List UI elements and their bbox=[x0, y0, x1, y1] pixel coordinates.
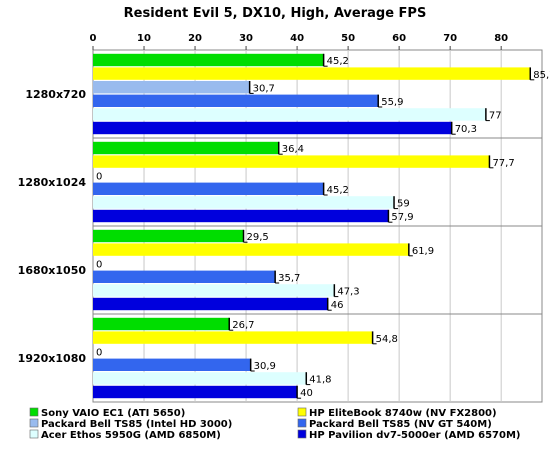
category-label: 1680x1050 bbox=[18, 264, 87, 277]
legend-label: HP Pavilion dv7-5000er (AMD 6570M) bbox=[309, 430, 520, 441]
data-label: 45,2 bbox=[327, 56, 349, 67]
data-label: 77 bbox=[489, 111, 502, 122]
bar bbox=[93, 331, 373, 344]
bar bbox=[93, 229, 244, 243]
bar bbox=[93, 53, 324, 67]
legend-label: Acer Ethos 5950G (AMD 6850M) bbox=[41, 430, 221, 441]
x-tick-label: 10 bbox=[137, 33, 151, 44]
data-label: 0 bbox=[96, 347, 102, 358]
bar bbox=[93, 297, 328, 311]
bar bbox=[93, 243, 409, 256]
legend-swatch bbox=[297, 407, 307, 417]
bar bbox=[93, 209, 389, 223]
data-label: 29,5 bbox=[247, 232, 269, 243]
legend-swatch bbox=[29, 429, 39, 439]
bar bbox=[93, 317, 230, 331]
category-label: 1920x1080 bbox=[18, 352, 87, 365]
legend-label: Sony VAIO EC1 (ATI 5650) bbox=[41, 408, 185, 419]
data-label: 57,9 bbox=[391, 212, 413, 223]
category-label: 1280x1024 bbox=[18, 176, 87, 189]
data-label: 45,2 bbox=[327, 185, 349, 196]
data-label: 30,9 bbox=[254, 361, 276, 372]
data-label: 26,7 bbox=[232, 320, 254, 331]
chart-title: Resident Evil 5, DX10, High, Average FPS bbox=[124, 6, 427, 21]
bar bbox=[93, 121, 452, 135]
data-label: 70,3 bbox=[455, 124, 477, 135]
x-tick-label: 30 bbox=[239, 33, 253, 44]
data-label: 0 bbox=[96, 171, 102, 182]
data-label: 36,4 bbox=[282, 144, 304, 155]
category-label: 1280x720 bbox=[25, 88, 86, 101]
x-tick-label: 70 bbox=[443, 33, 457, 44]
data-label: 54,8 bbox=[376, 334, 398, 345]
legend-label: Packard Bell TS85 (Intel HD 3000) bbox=[41, 419, 232, 430]
data-label: 0 bbox=[96, 259, 102, 270]
x-tick-label: 60 bbox=[392, 33, 406, 44]
legend-label: Packard Bell TS85 (NV GT 540M) bbox=[309, 419, 492, 430]
bar bbox=[93, 270, 276, 283]
bar bbox=[93, 81, 250, 94]
data-label: 85,7 bbox=[533, 70, 550, 81]
bar bbox=[93, 196, 395, 209]
data-label: 77,7 bbox=[492, 158, 514, 169]
legend-swatch bbox=[29, 418, 39, 428]
bar bbox=[93, 284, 335, 297]
bar bbox=[93, 108, 486, 121]
data-label: 35,7 bbox=[278, 273, 300, 284]
data-label: 41,8 bbox=[309, 375, 331, 386]
x-tick-label: 40 bbox=[290, 33, 304, 44]
legend: Sony VAIO EC1 (ATI 5650) HP EliteBook 874… bbox=[29, 407, 520, 441]
bar bbox=[93, 182, 324, 195]
data-label: 59 bbox=[397, 199, 410, 210]
bar bbox=[93, 358, 251, 371]
plot-area: 0 10 20 30 40 50 60 70 80 1280x720 45,2 85,7 30,7 55,… bbox=[18, 33, 550, 403]
legend-label: HP EliteBook 8740w (NV FX2800) bbox=[309, 408, 497, 419]
data-label: 46 bbox=[331, 300, 344, 311]
data-label: 55,9 bbox=[381, 97, 403, 108]
x-tick-label: 80 bbox=[494, 33, 508, 44]
bar bbox=[93, 141, 279, 155]
bar bbox=[93, 372, 307, 385]
bar bbox=[93, 155, 490, 168]
data-label: 47,3 bbox=[337, 287, 359, 298]
data-label: 61,9 bbox=[412, 246, 434, 257]
bar bbox=[93, 94, 379, 107]
x-tick-label: 20 bbox=[188, 33, 202, 44]
bar bbox=[93, 385, 298, 399]
legend-swatch bbox=[29, 407, 39, 417]
x-tick-label: 0 bbox=[90, 33, 97, 44]
legend-swatch bbox=[297, 418, 307, 428]
data-label: 40 bbox=[300, 388, 313, 399]
x-tick-label: 50 bbox=[341, 33, 355, 44]
legend-swatch bbox=[297, 429, 307, 439]
data-label: 30,7 bbox=[253, 83, 275, 94]
bar bbox=[93, 67, 531, 80]
